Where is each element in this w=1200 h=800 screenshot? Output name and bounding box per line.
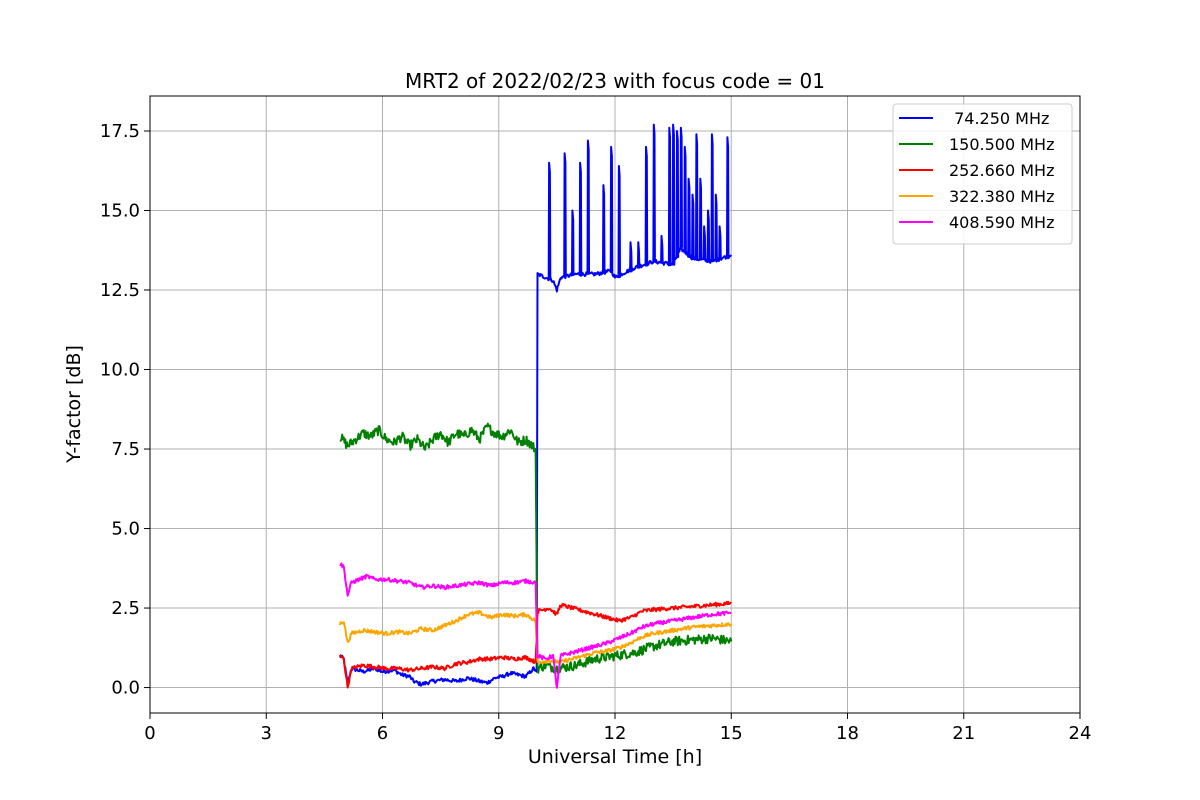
- y-tick-label: 10.0: [100, 360, 140, 381]
- x-tick-label: 9: [493, 723, 504, 744]
- y-tick-label: 12.5: [100, 280, 140, 301]
- y-tick-label: 15.0: [100, 200, 140, 221]
- chart-title: MRT2 of 2022/02/23 with focus code = 01: [405, 69, 825, 93]
- x-tick-label: 12: [604, 723, 627, 744]
- x-tick-label: 3: [261, 723, 272, 744]
- legend: 74.250 MHz 150.500 MHz 252.660 MHz 322.380 …: [892, 103, 1073, 245]
- series-layer: [338, 123, 733, 689]
- x-tick-label: 18: [836, 723, 859, 744]
- x-tick-label: 21: [952, 723, 975, 744]
- legend-label-4: 408.590 MHz: [949, 213, 1054, 232]
- series-line-0: [338, 123, 733, 687]
- x-axis-label: Universal Time [h]: [528, 746, 702, 768]
- x-tick-label: 0: [144, 723, 155, 744]
- y-tick-label: 7.5: [111, 439, 140, 460]
- series-line-2: [339, 600, 732, 689]
- y-tick-label: 17.5: [100, 121, 140, 142]
- x-ticks: 0 3 6 9 12 15 18 21 24: [144, 713, 1091, 744]
- y-tick-label: 5.0: [111, 519, 140, 540]
- x-tick-label: 24: [1069, 723, 1092, 744]
- x-tick-label: 15: [720, 723, 743, 744]
- y-tick-label: 0.0: [111, 678, 140, 699]
- legend-label-1: 150.500 MHz: [949, 135, 1054, 154]
- y-tick-label: 2.5: [111, 598, 140, 619]
- legend-label-2: 252.660 MHz: [949, 161, 1054, 180]
- legend-label-3: 322.380 MHz: [949, 187, 1054, 206]
- x-tick-label: 6: [377, 723, 388, 744]
- series-line-1: [339, 422, 733, 675]
- legend-label-0: 74.250 MHz: [949, 109, 1049, 128]
- y-ticks: 0.0 2.5 5.0 7.5 10.0 12.5 15.0 17.5: [100, 121, 150, 699]
- legend-box: [892, 103, 1073, 245]
- y-axis-label: Y-factor [dB]: [63, 345, 85, 464]
- series-line-4: [339, 562, 732, 689]
